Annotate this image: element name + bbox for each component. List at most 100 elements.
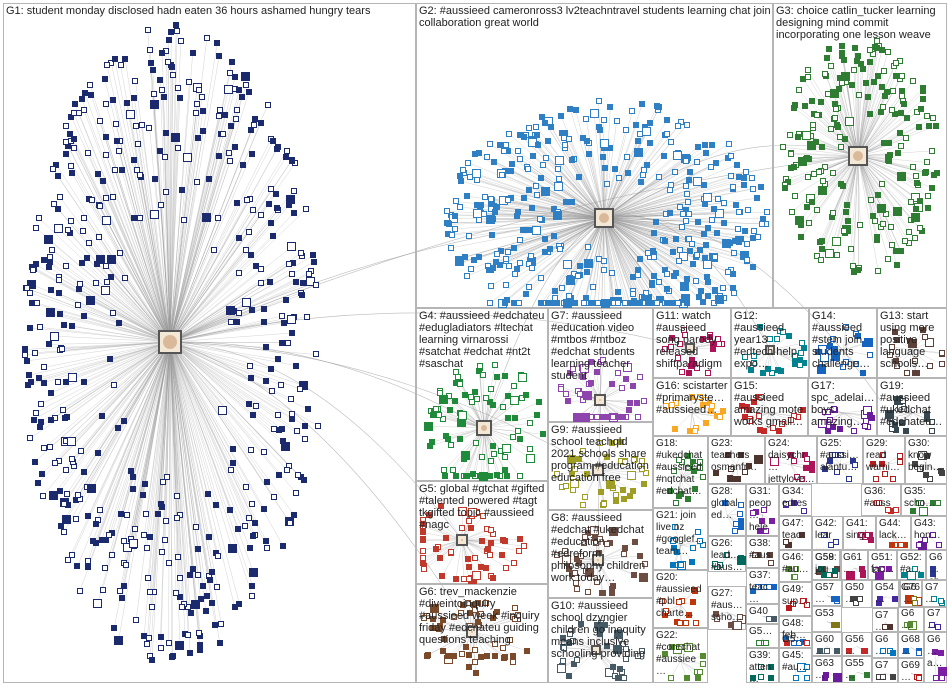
node-g1[interactable] [32, 224, 39, 231]
node-g1[interactable] [236, 600, 243, 607]
node-g1[interactable] [266, 278, 273, 285]
node-g9[interactable] [638, 466, 645, 473]
node-g2[interactable] [514, 265, 521, 272]
node-g4[interactable] [458, 411, 468, 421]
node-g2[interactable] [504, 197, 511, 204]
node-g2[interactable] [510, 245, 517, 252]
node-g2[interactable] [721, 239, 731, 249]
node-g1[interactable] [114, 636, 124, 646]
node-g1[interactable] [143, 641, 150, 648]
node-g3[interactable] [898, 73, 905, 80]
node-g7[interactable] [562, 391, 569, 398]
node-g62[interactable] [930, 566, 937, 572]
node-g1[interactable] [258, 266, 265, 273]
node-g2[interactable] [585, 150, 592, 157]
node-g2[interactable] [595, 98, 602, 105]
node-g1[interactable] [177, 37, 184, 44]
node-g24[interactable] [809, 466, 815, 473]
node-g1[interactable] [31, 349, 38, 356]
node-g1[interactable] [183, 153, 193, 163]
node-g10[interactable] [610, 663, 617, 670]
node-g1[interactable] [49, 165, 56, 172]
node-g2[interactable] [471, 256, 478, 263]
node-g2[interactable] [634, 148, 644, 158]
node-g1[interactable] [312, 351, 319, 358]
node-g67[interactable] [887, 624, 894, 630]
node-g3[interactable] [931, 171, 938, 178]
node-g2[interactable] [751, 228, 758, 235]
node-g2[interactable] [490, 264, 497, 271]
node-g3[interactable] [780, 144, 787, 151]
node-g2[interactable] [583, 116, 590, 123]
node-g2[interactable] [571, 300, 578, 306]
node-g2[interactable] [612, 165, 619, 172]
node-g2[interactable] [733, 202, 740, 209]
node-g1[interactable] [159, 86, 166, 93]
node-g3[interactable] [787, 151, 794, 158]
node-g1[interactable] [41, 379, 48, 386]
node-g1[interactable] [271, 494, 278, 501]
node-g1[interactable] [286, 202, 293, 209]
node-g9[interactable] [597, 489, 604, 496]
node-g5[interactable] [487, 552, 494, 558]
node-g1[interactable] [131, 526, 138, 533]
node-g3[interactable] [923, 159, 930, 166]
node-g3[interactable] [877, 204, 887, 214]
node-g3[interactable] [912, 173, 919, 180]
node-g1[interactable] [274, 356, 281, 363]
node-g1[interactable] [162, 154, 169, 161]
node-g18[interactable] [684, 496, 691, 503]
node-g13[interactable] [892, 357, 899, 364]
node-g3[interactable] [791, 192, 798, 199]
node-g3[interactable] [922, 170, 929, 177]
node-g39[interactable] [768, 664, 775, 670]
node-g3[interactable] [868, 197, 875, 204]
node-g1[interactable] [31, 458, 38, 465]
node-g8[interactable] [638, 573, 648, 583]
node-g1[interactable] [122, 55, 129, 62]
node-g8[interactable] [642, 560, 649, 567]
node-g1[interactable] [262, 344, 269, 351]
node-g1[interactable] [125, 109, 135, 119]
node-g65[interactable] [889, 650, 896, 656]
node-g1[interactable] [117, 61, 124, 68]
node-g1[interactable] [260, 448, 267, 455]
node-g3[interactable] [879, 180, 886, 187]
node-g6[interactable] [482, 600, 489, 606]
node-g2[interactable] [473, 202, 480, 209]
node-g1[interactable] [228, 467, 234, 474]
node-g8[interactable] [600, 590, 607, 596]
node-g2[interactable] [492, 209, 499, 216]
node-g1[interactable] [250, 122, 257, 129]
node-g7[interactable] [565, 398, 572, 405]
node-g1[interactable] [137, 214, 144, 221]
node-g1[interactable] [141, 532, 148, 539]
node-g4[interactable] [486, 473, 493, 479]
node-g4[interactable] [490, 402, 497, 409]
node-g5[interactable] [420, 529, 426, 536]
node-g1[interactable] [68, 322, 75, 329]
node-g1[interactable] [44, 235, 54, 245]
node-g1[interactable] [290, 187, 297, 194]
node-g2[interactable] [663, 300, 670, 306]
node-g23[interactable] [726, 474, 733, 481]
hub-node-g4[interactable] [476, 420, 492, 436]
node-g2[interactable] [690, 260, 697, 267]
node-g4[interactable] [489, 443, 496, 450]
node-g1[interactable] [46, 341, 53, 348]
node-g1[interactable] [123, 562, 130, 569]
node-g15[interactable] [769, 425, 776, 432]
node-g1[interactable] [163, 517, 170, 524]
node-g1[interactable] [227, 544, 237, 554]
node-g1[interactable] [198, 94, 205, 101]
node-g13[interactable] [922, 333, 929, 340]
node-g1[interactable] [41, 364, 48, 371]
node-g15[interactable] [750, 398, 757, 405]
node-g5[interactable] [420, 537, 426, 544]
node-g61[interactable] [845, 570, 855, 580]
node-g3[interactable] [817, 185, 827, 195]
node-g5[interactable] [437, 503, 444, 510]
node-g31[interactable] [761, 506, 768, 513]
node-g56[interactable] [846, 648, 852, 654]
node-g1[interactable] [204, 593, 211, 600]
